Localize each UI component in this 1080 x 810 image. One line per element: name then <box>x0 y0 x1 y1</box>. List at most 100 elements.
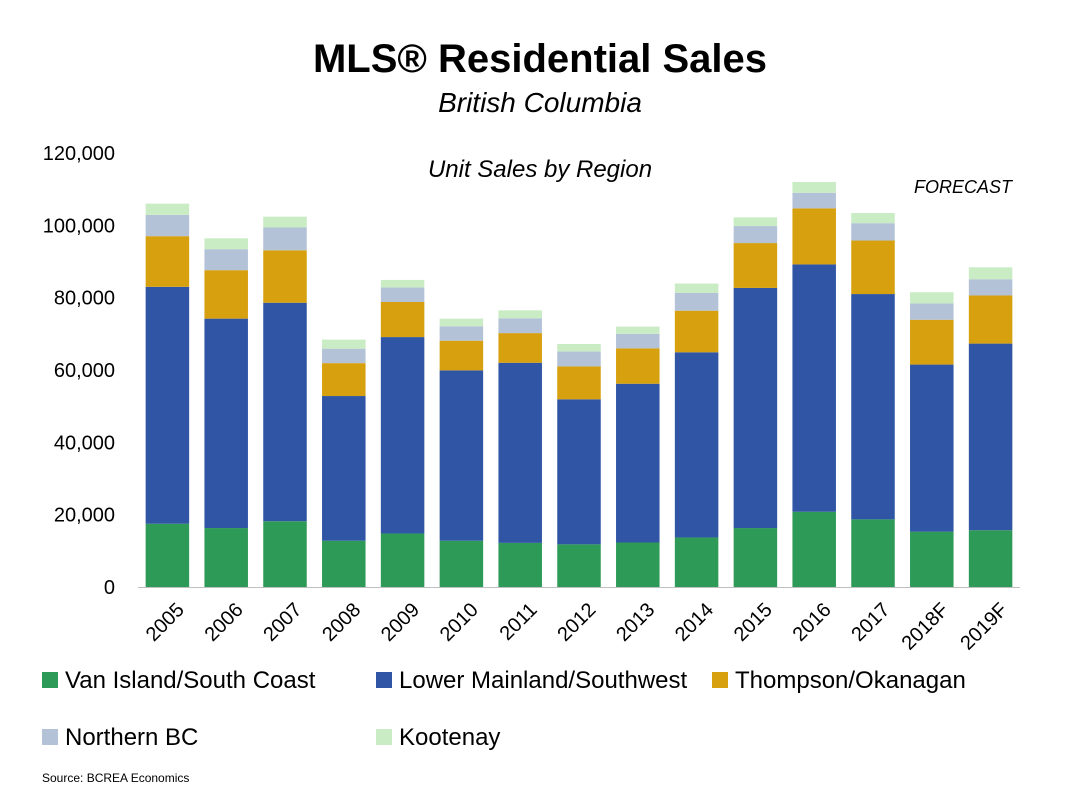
chart-subtitle: British Columbia <box>438 87 642 118</box>
bar-segment-2017-2 <box>851 240 895 295</box>
legend-swatch-3 <box>42 729 58 745</box>
legend-swatch-1 <box>376 672 392 688</box>
legend-label-2: Thompson/Okanagan <box>735 667 966 694</box>
bar-segment-2016-1 <box>792 264 836 512</box>
x-tick-label: 2015 <box>730 599 777 646</box>
bar-segment-2019F-4 <box>968 267 1013 280</box>
bar-segment-2016-3 <box>792 192 836 209</box>
bar-segment-2017-4 <box>851 213 895 224</box>
bar-segment-2012-4 <box>557 343 601 352</box>
x-tick-label: 2008 <box>318 599 365 646</box>
y-tick-label: 60,000 <box>54 360 115 382</box>
x-tick-label: 2013 <box>612 599 659 646</box>
y-tick-label: 80,000 <box>54 288 115 310</box>
bar-segment-2007-1 <box>263 302 307 522</box>
x-tick-label: 2007 <box>259 599 306 646</box>
bar-segment-2014-0 <box>674 537 719 587</box>
source-note: Source: BCREA Economics <box>42 771 189 785</box>
bar-segment-2019F-2 <box>968 295 1013 344</box>
bars <box>145 181 1013 587</box>
bar-segment-2015-3 <box>733 226 778 244</box>
y-axis: 0 20,000 40,000 60,000 80,000 100,000 120,000 <box>43 143 115 599</box>
bar-segment-2008-3 <box>322 348 366 364</box>
bar-segment-2016-0 <box>792 511 836 587</box>
bar-segment-2013-1 <box>616 383 660 543</box>
bar-segment-2005-0 <box>145 523 190 587</box>
bar-segment-2017-0 <box>851 519 895 587</box>
bar-segment-2019F-1 <box>968 343 1013 531</box>
bar-segment-2006-1 <box>204 318 248 529</box>
bar-segment-2006-3 <box>204 249 248 271</box>
bar-segment-2013-2 <box>616 348 660 384</box>
bar-segment-2018F-1 <box>910 364 954 532</box>
bar-segment-2006-4 <box>204 238 248 250</box>
legend-swatch-0 <box>42 672 58 688</box>
bar-segment-2012-3 <box>557 351 601 367</box>
bar-segment-2016-2 <box>792 208 836 265</box>
bar-segment-2009-0 <box>380 533 425 587</box>
bar-segment-2010-4 <box>439 318 484 327</box>
bar-segment-2005-2 <box>145 236 190 287</box>
bar-segment-2009-3 <box>380 287 425 303</box>
legend: Van Island/South Coast Lower Mainland/Sou… <box>42 667 966 751</box>
legend-label-0: Van Island/South Coast <box>65 667 316 694</box>
bar-segment-2015-0 <box>733 528 778 587</box>
chart-inner-title: Unit Sales by Region <box>428 156 652 183</box>
bar-segment-2013-3 <box>616 333 660 349</box>
x-tick-label: 2010 <box>436 599 483 646</box>
x-tick-label: 2011 <box>496 599 542 645</box>
bar-segment-2009-1 <box>380 337 425 534</box>
bar-segment-2011-2 <box>498 333 542 363</box>
x-tick-label: 2017 <box>847 599 894 646</box>
bar-segment-2015-2 <box>733 243 778 288</box>
x-tick-label: 2014 <box>671 599 718 646</box>
bar-segment-2005-1 <box>145 286 190 524</box>
bar-segment-2005-4 <box>145 203 190 215</box>
bar-segment-2011-4 <box>498 310 542 319</box>
bar-segment-2017-1 <box>851 294 895 520</box>
bar-segment-2007-3 <box>263 227 307 251</box>
bar-segment-2018F-2 <box>910 319 954 365</box>
bar-segment-2018F-4 <box>910 292 954 304</box>
bar-segment-2008-2 <box>322 363 366 397</box>
bar-segment-2012-0 <box>557 544 601 587</box>
x-tick-label: 2012 <box>553 599 600 646</box>
bar-segment-2006-0 <box>204 528 248 587</box>
bar-segment-2011-1 <box>498 362 542 543</box>
x-tick-label: 2009 <box>377 599 424 646</box>
x-tick-label: 2018F <box>898 599 954 655</box>
bar-segment-2008-0 <box>322 540 366 587</box>
bar-segment-2017-3 <box>851 223 895 241</box>
bar-segment-2007-0 <box>263 521 307 587</box>
x-tick-label: 2019F <box>956 599 1012 655</box>
bar-segment-2015-4 <box>733 217 778 227</box>
bar-segment-2014-2 <box>674 310 719 353</box>
bar-segment-2014-1 <box>674 352 719 538</box>
y-tick-label: 120,000 <box>43 143 115 165</box>
bar-segment-2019F-0 <box>968 530 1013 587</box>
bar-segment-2009-2 <box>380 302 425 338</box>
legend-label-1: Lower Mainland/Southwest <box>399 667 687 694</box>
bar-segment-2018F-0 <box>910 531 954 587</box>
x-axis-ticks: 2005 2006 2007 2008 2009 2010 2011 2012 2013 2014… <box>142 599 1012 655</box>
legend-label-4: Kootenay <box>399 724 500 751</box>
chart-title: MLS® Residential Sales <box>313 37 767 81</box>
legend-label-3: Northern BC <box>65 724 198 751</box>
bar-segment-2013-4 <box>616 326 660 334</box>
x-tick-label: 2005 <box>142 599 189 646</box>
bar-segment-2013-0 <box>616 542 660 587</box>
bar-segment-2016-4 <box>792 181 836 193</box>
bar-segment-2008-4 <box>322 339 366 349</box>
y-tick-label: 0 <box>104 577 115 599</box>
forecast-annotation: FORECAST <box>914 177 1014 197</box>
y-tick-label: 20,000 <box>54 505 115 527</box>
bar-segment-2011-3 <box>498 318 542 334</box>
bar-segment-2006-2 <box>204 270 248 319</box>
bar-segment-2010-2 <box>439 340 484 371</box>
bar-segment-2018F-3 <box>910 303 954 320</box>
legend-swatch-4 <box>376 729 392 745</box>
y-tick-label: 40,000 <box>54 432 115 454</box>
bar-segment-2005-3 <box>145 214 190 237</box>
